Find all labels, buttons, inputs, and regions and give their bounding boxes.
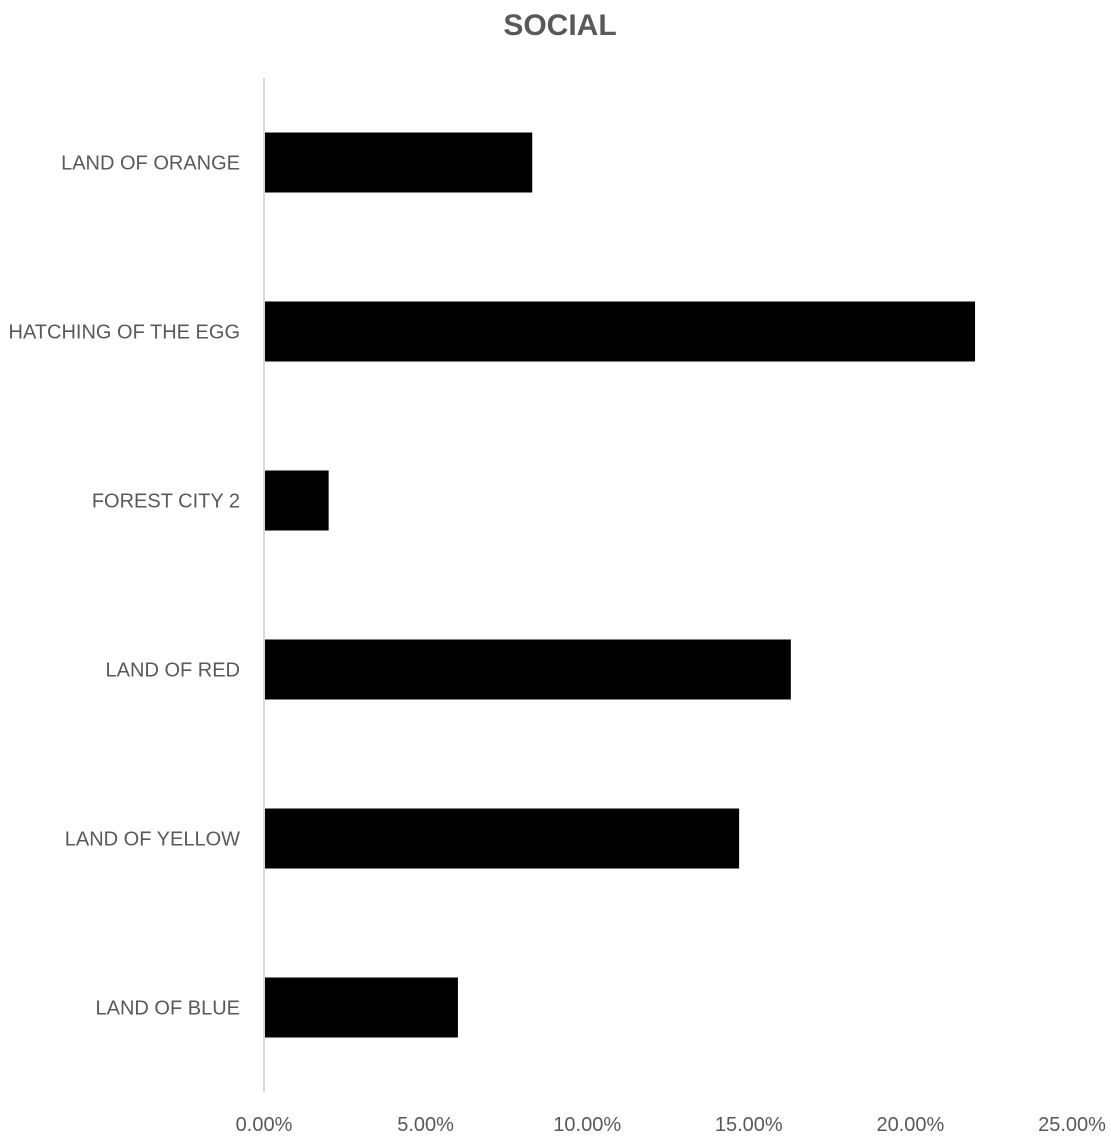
category-labels: LAND OF ORANGE HATCHING OF THE EGG FOREST … (9, 153, 241, 1020)
bar-land-of-orange (265, 132, 533, 193)
x-tick-label: 15.00% (715, 1114, 783, 1136)
x-tick-label: 0.00% (236, 1114, 293, 1136)
bar-hatching-of-the-egg (265, 301, 976, 362)
bar-forest-city-2 (265, 470, 329, 531)
bar-land-of-red (265, 639, 791, 700)
bars-layer (265, 132, 976, 1038)
bar-land-of-yellow (265, 808, 740, 869)
category-label-land-of-blue: LAND OF BLUE (96, 998, 240, 1020)
x-tick-label: 25.00% (1038, 1114, 1106, 1136)
x-tick-label: 10.00% (553, 1114, 621, 1136)
category-label-land-of-red: LAND OF RED (106, 660, 240, 682)
bar-land-of-blue (265, 977, 458, 1038)
category-label-land-of-orange: LAND OF ORANGE (61, 153, 240, 175)
x-tick-labels: 0.00% 5.00% 10.00% 15.00% 20.00% 25.00% (236, 1114, 1106, 1136)
category-label-land-of-yellow: LAND OF YELLOW (65, 829, 240, 851)
chart-title: SOCIAL (503, 9, 616, 42)
x-tick-label: 5.00% (397, 1114, 454, 1136)
x-tick-label: 20.00% (876, 1114, 944, 1136)
category-label-hatching-of-the-egg: HATCHING OF THE EGG (9, 322, 241, 344)
category-label-forest-city-2: FOREST CITY 2 (92, 491, 240, 513)
